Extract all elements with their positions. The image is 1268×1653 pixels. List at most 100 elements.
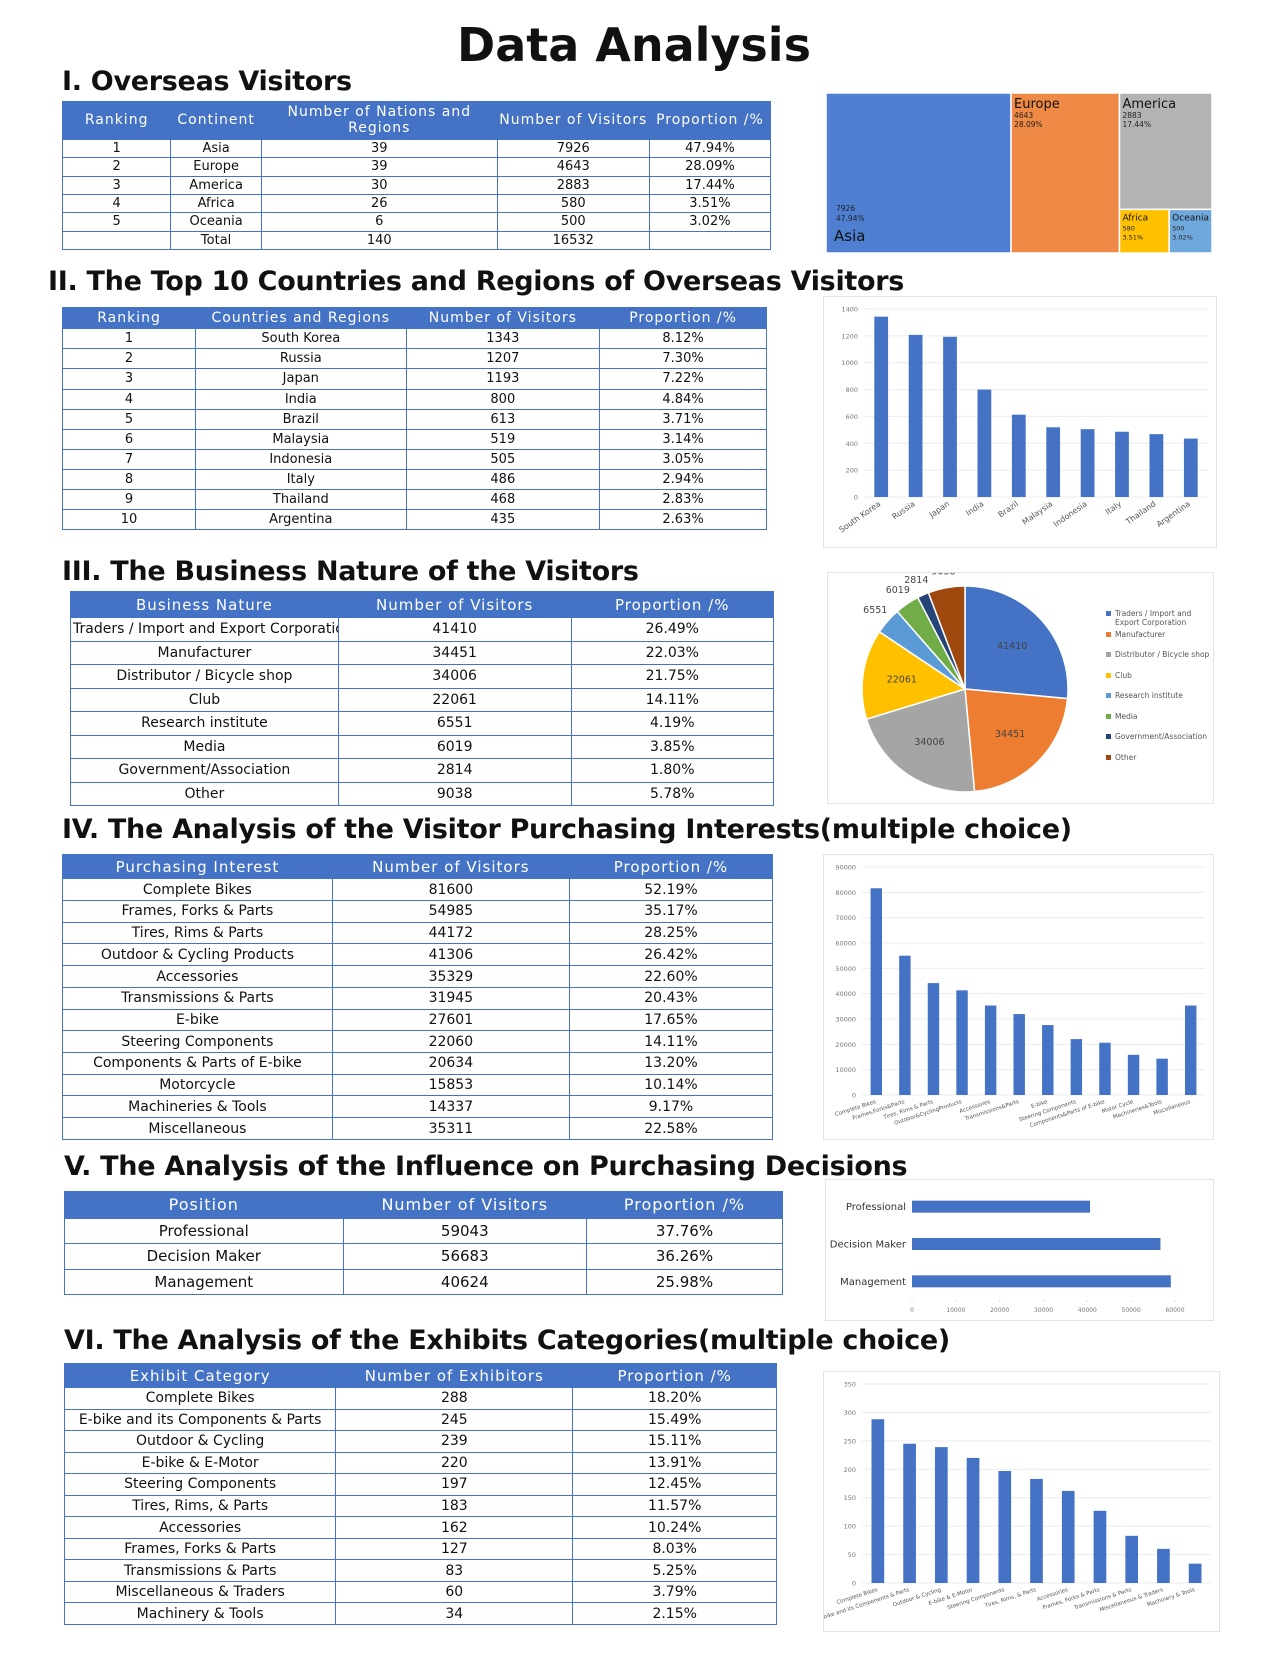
table-cell: 2: [61, 348, 197, 370]
y-tick-label: 1200: [841, 332, 858, 340]
table-cell: 505: [405, 448, 601, 470]
table-row: 2 Russia 1207 7.30%: [61, 348, 767, 370]
table-cell: 25.98%: [585, 1268, 784, 1296]
table-cell: Thailand: [195, 488, 407, 510]
pie-label: 22061: [887, 675, 917, 686]
table-cell: Machineries & Tools: [62, 1095, 333, 1119]
table-cell: Brazil: [195, 408, 407, 430]
y-tick-label: 90000: [835, 864, 856, 872]
treemap-cell: [1118, 93, 1212, 211]
x-tick-label: Russia: [891, 499, 917, 521]
chart: 41410 34451 34006 22061 6551 601928149038 Trad…: [827, 572, 1214, 804]
bar: [1125, 1535, 1139, 1583]
table-cell: 519: [405, 428, 601, 450]
chart: 0 200 400 600 800 1000 1200 1400 South Korea Russ…: [823, 296, 1217, 548]
y-tick-label: Decision Maker: [830, 1240, 907, 1251]
header-cell: Ranking: [61, 101, 172, 140]
table-cell: 22.03%: [570, 640, 775, 666]
table-cell: 41306: [331, 943, 570, 967]
table-cell: Africa: [170, 193, 262, 214]
table-cell: 18.20%: [572, 1387, 777, 1410]
bar: [927, 983, 940, 1095]
table-cell: 10.24%: [572, 1516, 777, 1539]
table-cell: 1193: [405, 368, 601, 390]
table-row: E-bike & E-Motor 220 13.91%: [63, 1451, 777, 1475]
bar: [998, 1470, 1012, 1583]
table-cell: Government/Association: [70, 758, 339, 783]
data-table: Position Number of Visitors Proportion /% P…: [64, 1191, 784, 1296]
table-cell: Components & Parts of E-bike: [62, 1052, 333, 1075]
table-row: 6 Malaysia 519 3.14%: [61, 428, 767, 450]
table-cell: 13.20%: [568, 1052, 774, 1075]
bar: [871, 1419, 885, 1583]
table-cell: 26: [260, 193, 498, 214]
header-cell: Number of Visitors: [337, 590, 572, 619]
bar: [912, 1200, 1091, 1213]
header-cell: Number of Exhibitors: [335, 1362, 574, 1389]
table-row: Accessories 35329 22.60%: [62, 965, 774, 988]
bar: [912, 1238, 1161, 1250]
legend-label: Traders / Import and Export Corporation: [1115, 609, 1192, 627]
table-cell: 4.19%: [570, 711, 775, 736]
total-label: Total: [170, 230, 262, 251]
table-cell: 22061: [337, 687, 572, 713]
table-row: Management 40624 25.98%: [64, 1268, 784, 1296]
table-cell: 127: [335, 1537, 574, 1561]
treemap-percent: 17.44%: [1122, 120, 1151, 129]
pie-slice: [927, 585, 966, 690]
table-cell: 14.11%: [570, 687, 775, 713]
treemap-percent: 3.51%: [1122, 233, 1143, 241]
table-row: 8 Italy 486 2.94%: [61, 468, 767, 490]
table-cell: 54985: [331, 900, 570, 923]
table-row: Miscellaneous & Traders 60 3.79%: [63, 1580, 777, 1604]
legend-label: Other: [1115, 752, 1137, 762]
bar: [874, 316, 889, 497]
table-cell: 4: [61, 193, 172, 214]
table-cell: 500: [496, 212, 650, 232]
pie-slice: [865, 688, 976, 793]
treemap-percent: 47.94%: [836, 214, 865, 223]
header-cell: Number of Visitors: [331, 853, 570, 880]
table-row: Components & Parts of E-bike 20634 13.20%: [62, 1052, 774, 1075]
table-cell: E-bike: [62, 1008, 333, 1032]
bar: [1093, 1510, 1107, 1583]
table-cell: Outdoor & Cycling Products: [62, 943, 333, 967]
legend-label: Distributor / Bicycle shop: [1115, 650, 1210, 659]
table-cell: Other: [70, 781, 339, 806]
bar: [903, 1443, 916, 1583]
table-cell: Indonesia: [195, 448, 407, 470]
table-cell: 40624: [342, 1268, 587, 1296]
table-cell: 3: [61, 368, 197, 390]
table-cell: 6: [61, 428, 197, 450]
table-cell: Malaysia: [195, 428, 407, 450]
treemap-cell: [1118, 208, 1170, 253]
table-row: Distributor / Bicycle shop 34006 21.75%: [70, 664, 775, 689]
table-cell: 39: [260, 138, 498, 159]
x-tick-label: 20000: [990, 1307, 1009, 1314]
header-cell: Exhibit Category: [63, 1362, 337, 1389]
bar: [1183, 438, 1198, 497]
table-cell: Accessories: [62, 965, 333, 988]
table-row: Outdoor & Cycling Products 41306 26.42%: [62, 943, 774, 967]
table-row: Research institute 6551 4.19%: [70, 711, 775, 736]
section-heading: V. The Analysis of the Influence on Purc…: [64, 1151, 908, 1182]
table-row: Tires, Rims, & Parts 183 11.57%: [63, 1494, 777, 1518]
table-cell: Asia: [170, 138, 262, 159]
table-row: 7 Indonesia 505 3.05%: [61, 448, 767, 470]
table-cell: 1.80%: [570, 758, 775, 783]
treemap-value: 500: [1172, 224, 1184, 232]
table-row: 4 India 800 4.84%: [61, 388, 767, 410]
y-tick-label: 600: [846, 413, 858, 421]
bar: [1099, 1042, 1111, 1095]
x-tick-label: E-bike: [1031, 1099, 1049, 1110]
table-cell: 12.45%: [572, 1473, 777, 1496]
bar: [1080, 429, 1095, 497]
legend-entry: Traders / Import and Export Corporation: [1106, 609, 1210, 630]
header-cell: Proportion /%: [648, 101, 772, 140]
table-cell: 59043: [342, 1217, 587, 1245]
legend-swatch: [1106, 631, 1111, 637]
table-cell: 83: [335, 1559, 574, 1582]
treemap-value: 7926: [836, 204, 855, 213]
